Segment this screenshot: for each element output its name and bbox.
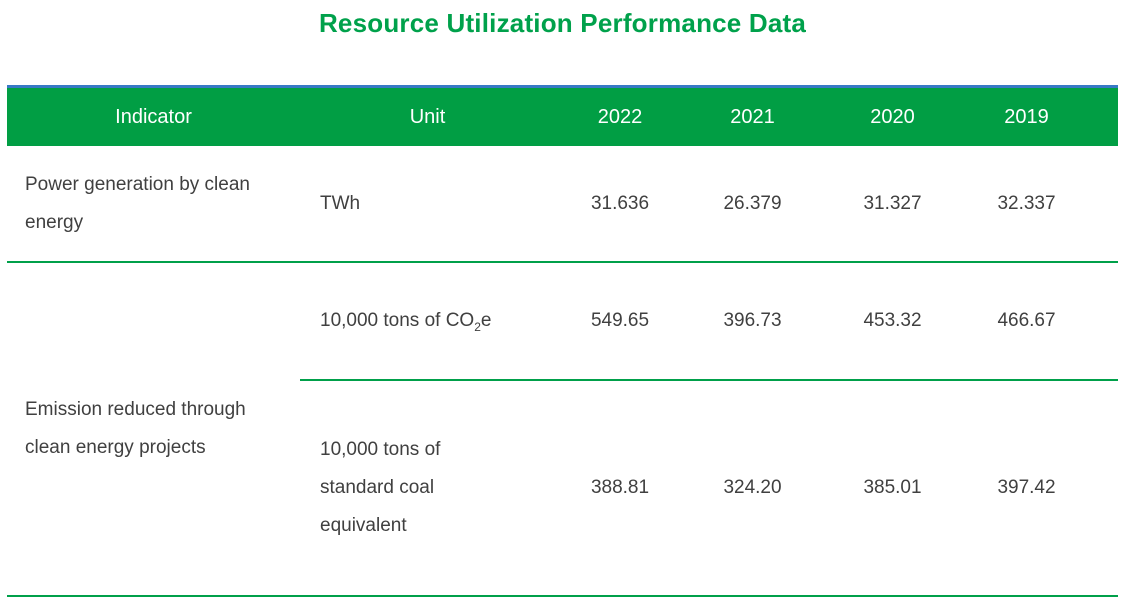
header-row: Indicator Unit 2022 2021 2020 2019 [7,85,1118,146]
performance-data-table: Indicator Unit 2022 2021 2020 2019 Power… [7,85,1118,597]
table-row-power-generation: Power generation by clean energy TWh 31.… [7,146,1118,263]
value-2020: 385.01 [820,381,965,597]
value-2020: 31.327 [820,146,965,263]
value-2021: 26.379 [685,146,820,263]
table-row-emission-coal-equivalent: 10,000 tons of standard coal equivalent … [7,381,1118,597]
unit-text: 10,000 tons of CO [320,310,475,331]
table-row-emission-co2e: Emission reduced through clean energy pr… [7,263,1118,597]
unit-text-suffix: e [480,310,492,331]
value-2019: 32.337 [965,146,1118,263]
col-header-unit: Unit [300,85,555,146]
value-2019: 397.42 [965,381,1118,597]
unit-cell: 10,000 tons of CO2e [300,263,555,381]
table-header: Indicator Unit 2022 2021 2020 2019 [7,85,1118,146]
col-header-2021: 2021 [685,85,820,146]
value-2022: 31.636 [555,146,685,263]
value-2019: 466.67 [965,263,1118,381]
value-2021: 396.73 [685,263,820,381]
unit-cell: TWh [300,146,555,263]
value-2022: 388.81 [555,381,685,597]
col-header-2020: 2020 [820,85,965,146]
col-header-2022: 2022 [555,85,685,146]
indicator-cell: Power generation by clean energy [7,146,300,263]
col-header-indicator: Indicator [7,85,300,146]
unit-subscript: 2 [474,319,481,334]
unit-text: TWh [320,192,361,214]
page-title: Resource Utilization Performance Data [318,8,807,38]
value-2022: 549.65 [555,263,685,381]
value-2020: 453.32 [820,263,965,381]
value-2021: 324.20 [685,381,820,597]
col-header-2019: 2019 [965,85,1118,146]
table-body: Power generation by clean energy TWh 31.… [7,146,1118,597]
unit-text: 10,000 tons of standard coal equivalent [320,439,441,536]
unit-cell: 10,000 tons of standard coal equivalent [300,381,555,597]
indicator-cell-merged: Emission reduced through clean energy pr… [7,263,300,597]
